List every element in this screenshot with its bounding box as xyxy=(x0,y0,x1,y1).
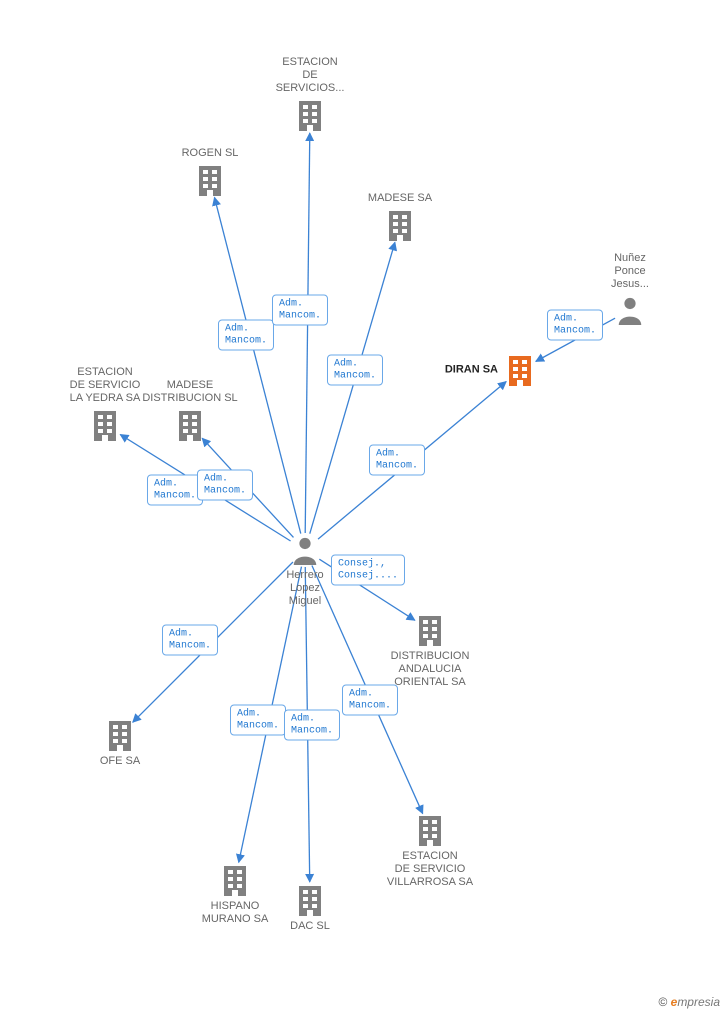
edge-nunez-diran xyxy=(536,318,615,361)
edge-herrero-diran xyxy=(318,382,506,540)
edge-label-herrero-madist: Adm. Mancom. xyxy=(197,470,253,501)
brand-rest: mpresia xyxy=(677,995,720,1009)
building-icon-rogen xyxy=(194,164,226,201)
building-icon-diran xyxy=(504,354,536,391)
building-icon-madist xyxy=(174,409,206,446)
person-icon-nunez xyxy=(615,295,645,330)
building-icon-villar xyxy=(414,814,446,851)
node-label-nunez: Nuñez Ponce Jesus... xyxy=(611,252,649,292)
edge-herrero-madese xyxy=(310,242,395,533)
edge-label-herrero-villar: Adm. Mancom. xyxy=(342,685,398,716)
edge-herrero-madist xyxy=(202,438,293,537)
edge-herrero-ofe xyxy=(133,562,293,722)
edge-label-herrero-yedra: Adm. Mancom. xyxy=(147,475,203,506)
edge-label-herrero-distand: Consej., Consej.... xyxy=(331,555,405,586)
node-label-dac: DAC SL xyxy=(290,920,330,933)
building-icon-yedra xyxy=(89,409,121,446)
node-label-madese: MADESE SA xyxy=(368,192,432,205)
node-label-madist: MADESE DISTRIBUCION SL xyxy=(142,379,237,405)
node-label-diran: DIRAN SA xyxy=(445,363,498,376)
node-label-herrero: Herrero Lopez Miguel xyxy=(286,569,323,609)
node-label-estserv: ESTACION DE SERVICIOS... xyxy=(276,56,345,96)
node-label-yedra: ESTACION DE SERVICIO LA YEDRA SA xyxy=(70,366,141,406)
edge-label-herrero-dac: Adm. Mancom. xyxy=(284,710,340,741)
edge-herrero-rogen xyxy=(214,197,300,533)
building-icon-hispano xyxy=(219,864,251,901)
edge-herrero-hispano xyxy=(239,567,302,863)
node-label-villar: ESTACION DE SERVICIO VILLARROSA SA xyxy=(387,850,473,890)
edges-layer xyxy=(0,0,728,1015)
edge-label-herrero-diran: Adm. Mancom. xyxy=(369,445,425,476)
building-icon-madese xyxy=(384,209,416,246)
node-label-rogen: ROGEN SL xyxy=(182,147,239,160)
building-icon-ofe xyxy=(104,719,136,756)
edge-label-herrero-estserv: Adm. Mancom. xyxy=(272,295,328,326)
edge-herrero-yedra xyxy=(120,435,290,541)
building-icon-distand xyxy=(414,614,446,651)
copyright: © empresia xyxy=(658,995,720,1009)
edge-label-nunez-diran: Adm. Mancom. xyxy=(547,310,603,341)
edge-label-herrero-madese: Adm. Mancom. xyxy=(327,355,383,386)
node-label-ofe: OFE SA xyxy=(100,755,140,768)
edge-label-herrero-ofe: Adm. Mancom. xyxy=(162,625,218,656)
diagram-stage: Herrero Lopez Miguel Nuñez Ponce Jesus..… xyxy=(0,0,728,1015)
node-label-distand: DISTRIBUCION ANDALUCIA ORIENTAL SA xyxy=(391,650,470,690)
node-label-hispano: HISPANO MURANO SA xyxy=(202,900,269,926)
edge-herrero-villar xyxy=(312,566,423,814)
edge-herrero-dac xyxy=(305,567,310,882)
edge-herrero-estserv xyxy=(305,133,310,533)
copyright-symbol: © xyxy=(658,995,667,1009)
building-icon-dac xyxy=(294,884,326,921)
building-icon-estserv xyxy=(294,99,326,136)
edge-herrero-distand xyxy=(319,559,415,620)
person-icon-herrero xyxy=(290,535,320,570)
edge-label-herrero-rogen: Adm. Mancom. xyxy=(218,320,274,351)
edge-label-herrero-hispano: Adm. Mancom. xyxy=(230,705,286,736)
